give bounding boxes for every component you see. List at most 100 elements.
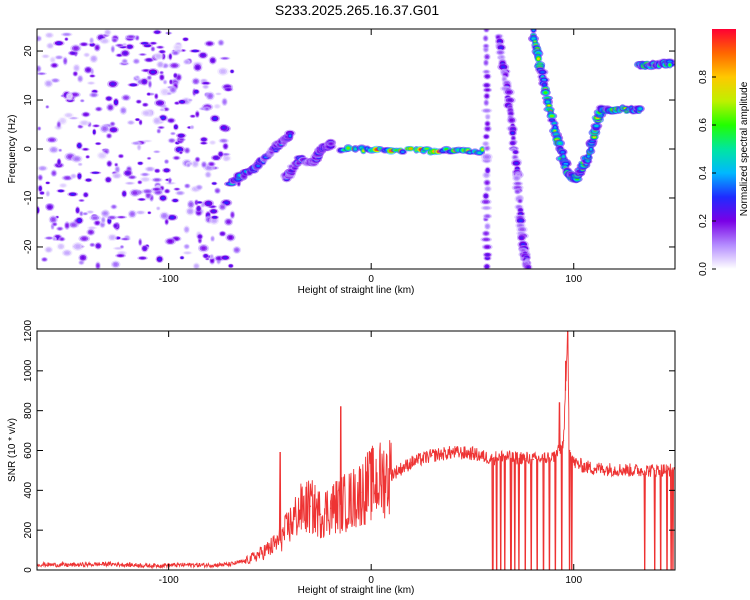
heatmap-cell-core: [96, 264, 100, 268]
heatmap-cell-core: [117, 44, 122, 47]
heatmap-cell-core: [102, 127, 107, 131]
heatmap-cell-core: [171, 132, 175, 135]
heatmap-cell-core: [84, 193, 87, 197]
heatmap-cell: [45, 136, 58, 144]
heatmap-cell: [100, 210, 110, 217]
snr-data-point: [107, 563, 109, 565]
heatmap-cell-core: [92, 216, 98, 220]
heatmap-cell: [94, 106, 103, 112]
heatmap-cell: [45, 104, 50, 109]
heatmap-cell-core: [486, 224, 489, 228]
heatmap-cell: [152, 29, 162, 35]
heatmap-cell-core: [47, 34, 52, 37]
snr-data-point: [350, 499, 352, 501]
snr-background: [37, 331, 675, 570]
heatmap-cell: [512, 174, 522, 182]
heatmap-cell: [130, 141, 142, 146]
heatmap-cell-core: [159, 126, 163, 129]
heatmap-cell: [48, 145, 59, 154]
heatmap-cell-core: [542, 83, 546, 86]
heatmap-cell-core: [46, 106, 49, 108]
heatmap-cell: [162, 167, 172, 174]
heatmap-cell: [48, 215, 58, 224]
heatmap-cell: [204, 171, 212, 179]
heatmap-cell-core: [197, 186, 201, 189]
heatmap-cell: [194, 110, 200, 119]
heatmap-cell-core: [93, 130, 96, 134]
heatmap-cell-core: [151, 47, 154, 51]
heatmap-cell-core: [81, 256, 85, 260]
heatmap-cell-core: [594, 124, 599, 127]
heatmap-cell: [85, 154, 91, 159]
heatmap-cell-core: [114, 174, 119, 178]
heatmap-cell-core: [175, 188, 179, 190]
heatmap-cell: [64, 37, 69, 42]
heatmap-cell-core: [95, 46, 99, 50]
heatmap-cell-core: [481, 148, 484, 151]
heatmap-cell-core: [223, 153, 228, 156]
snr-series-line: [37, 331, 675, 570]
heatmap-cell-core: [174, 74, 177, 77]
heatmap-cell-core: [121, 108, 125, 113]
heatmap-cell-core: [156, 190, 161, 194]
heatmap-cell-core: [172, 64, 177, 67]
heatmap-cell-core: [40, 192, 44, 194]
heatmap-cell: [191, 159, 200, 169]
heatmap-cell: [182, 37, 190, 42]
heatmap-cell: [37, 35, 43, 42]
heatmap-cell-core: [511, 141, 515, 145]
heatmap-cell-core: [169, 216, 175, 219]
heatmap-cell-core: [40, 167, 45, 170]
heatmap-cell-core: [202, 142, 206, 144]
heatmap-cell-core: [235, 248, 239, 252]
heatmap-cell-core: [80, 261, 83, 264]
heatmap-cell: [91, 124, 101, 128]
heatmap-cell-core: [187, 164, 190, 167]
heatmap-cell: [223, 217, 234, 226]
heatmap-cell: [153, 168, 161, 174]
heatmap-cell: [138, 238, 143, 247]
heatmap-cell-core: [216, 189, 219, 192]
heatmap-cell: [481, 243, 493, 251]
heatmap-cell-core: [485, 101, 488, 105]
heatmap-cell-core: [178, 192, 183, 195]
heatmap-cell-core: [485, 181, 489, 185]
heatmap-cell: [74, 206, 81, 215]
heatmap-cell-core: [169, 55, 172, 59]
heatmap-cell: [54, 55, 64, 60]
snr-data-point: [593, 467, 595, 470]
heatmap-cell-core: [117, 54, 121, 57]
heatmap-cell-core: [39, 176, 42, 179]
heatmap-cell-core: [198, 201, 201, 203]
heatmap-cell-core: [61, 184, 65, 187]
heatmap-cell-core: [220, 205, 225, 209]
heatmap-cell-core: [507, 98, 513, 102]
heatmap-cell-core: [173, 51, 178, 55]
heatmap-cell-core: [138, 211, 143, 214]
heatmap-cell: [159, 70, 165, 75]
heatmap-cell: [516, 234, 527, 242]
heatmap-cell-core: [486, 115, 489, 119]
heatmap-cell: [147, 79, 153, 89]
heatmap-cell-core: [110, 235, 115, 239]
heatmap-cell-core: [130, 212, 134, 216]
heatmap-cell: [154, 99, 166, 107]
heatmap-cell-core: [78, 77, 82, 81]
snr-data-point: [633, 469, 636, 472]
heatmap-cell: [56, 242, 66, 251]
heatmap-cell-core: [486, 122, 489, 126]
heatmap-cell-core: [189, 202, 193, 207]
heatmap-cell: [168, 78, 174, 85]
heatmap-cell-core: [180, 151, 182, 154]
heatmap-cell-core: [143, 103, 147, 106]
heatmap-cell: [506, 116, 517, 125]
heatmap-cell: [112, 222, 119, 229]
heatmap-cell: [156, 128, 162, 134]
heatmap-cell-core: [57, 122, 60, 127]
heatmap-cell: [114, 162, 119, 167]
heatmap-cell-core: [59, 190, 63, 192]
heatmap-cell: [81, 111, 91, 118]
heatmap-cell: [218, 203, 227, 211]
heatmap-cell: [72, 70, 79, 77]
heatmap-cell-core: [155, 169, 159, 172]
